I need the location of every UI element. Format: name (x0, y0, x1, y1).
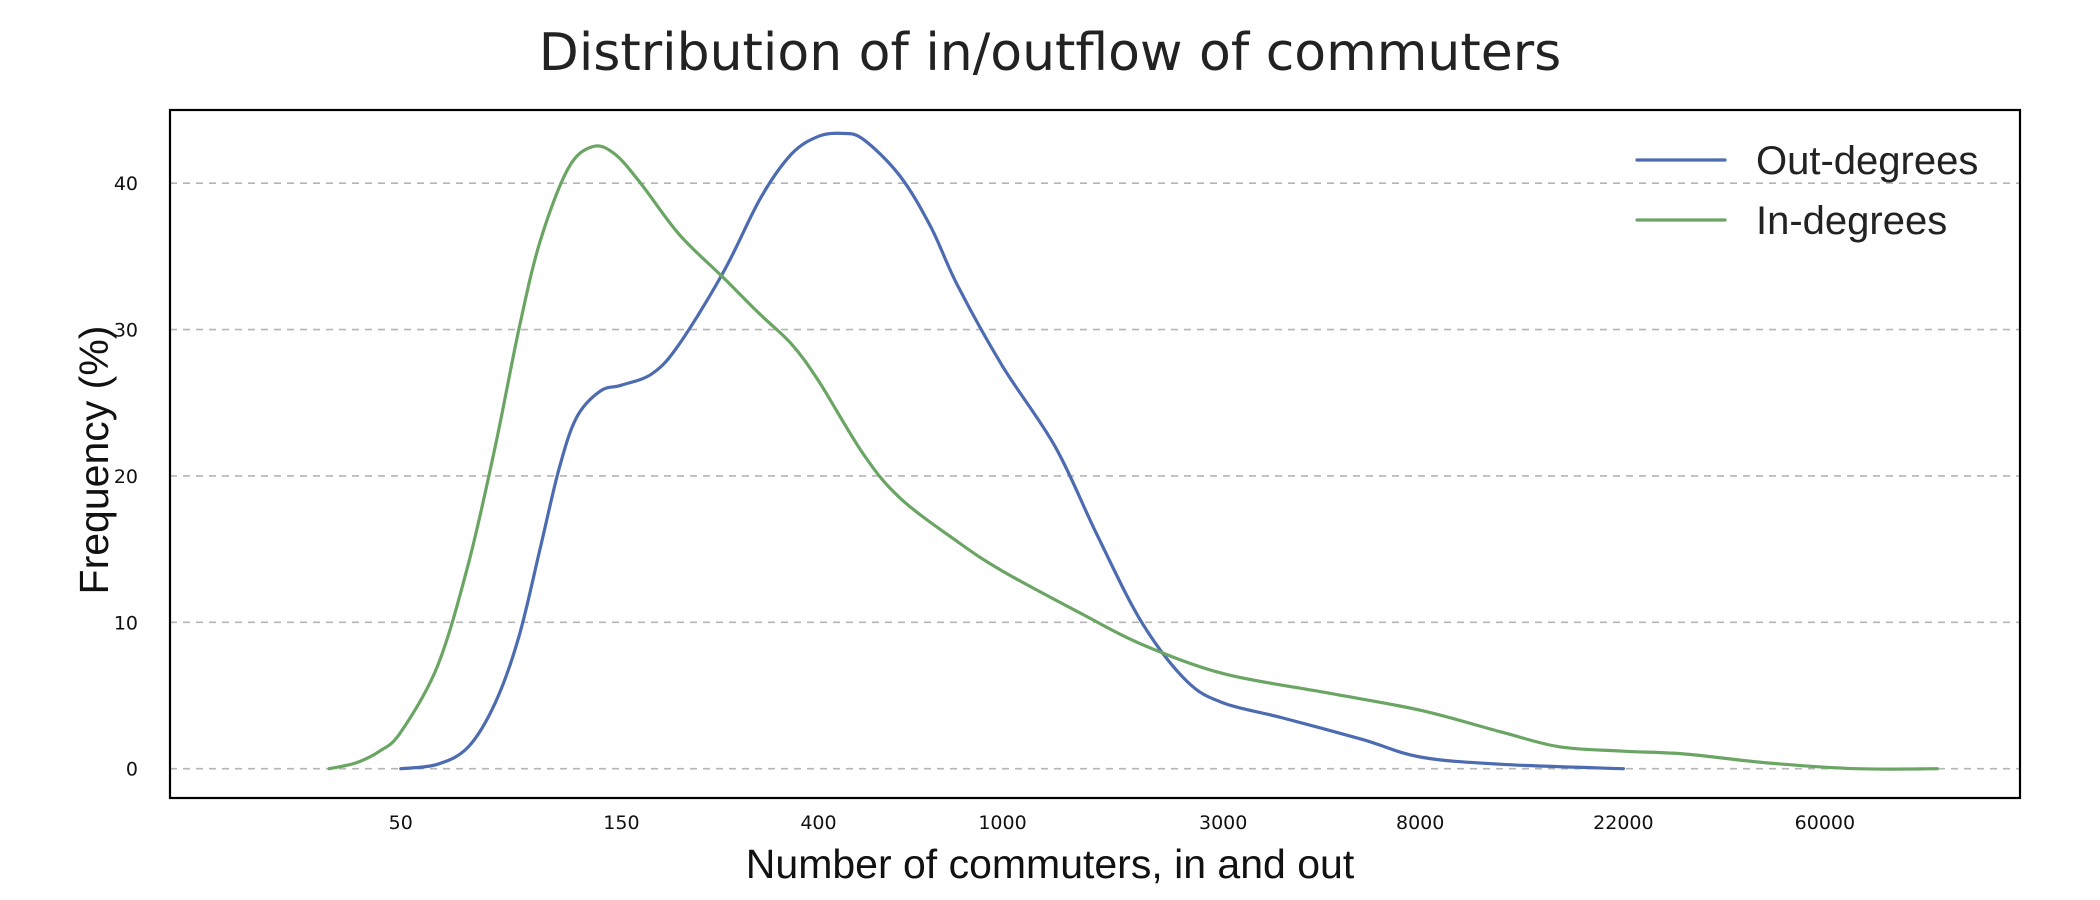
x-tick-label: 60000 (1795, 812, 1855, 834)
x-tick-labels: 50 150 400 1000 3000 8000 22000 60000 (389, 812, 1855, 834)
legend: Out-degrees In-degrees (1635, 139, 1978, 243)
y-tick-label: 40 (114, 173, 138, 195)
series-line-out-degrees (399, 131, 1625, 771)
x-tick-label: 1000 (978, 812, 1026, 834)
x-axis-label: Number of commuters, in and out (746, 841, 1355, 887)
chart-title: Distribution of in/outflow of commuters (539, 23, 1561, 83)
x-tick-label: 8000 (1396, 812, 1444, 834)
x-tick-label: 22000 (1593, 812, 1653, 834)
plot-frame (168, 108, 2022, 800)
y-axis-label: Frequency (%) (71, 326, 117, 595)
y-tick-label: 10 (114, 612, 138, 634)
legend-label-out-degrees: Out-degrees (1756, 139, 1978, 183)
x-tick-label: 400 (800, 812, 836, 834)
x-tick-label: 3000 (1199, 812, 1247, 834)
x-tick-label: 150 (603, 812, 639, 834)
series-line-in-degrees (327, 144, 1939, 771)
y-tick-label: 0 (126, 759, 138, 781)
legend-label-in-degrees: In-degrees (1756, 199, 1947, 243)
y-tick-label: 30 (114, 320, 138, 342)
x-tick-label: 50 (389, 812, 413, 834)
y-tick-labels: 0 10 20 30 40 (114, 173, 138, 781)
y-tick-label: 20 (114, 466, 138, 488)
series-layer (327, 131, 1939, 771)
gridlines (170, 182, 2020, 770)
